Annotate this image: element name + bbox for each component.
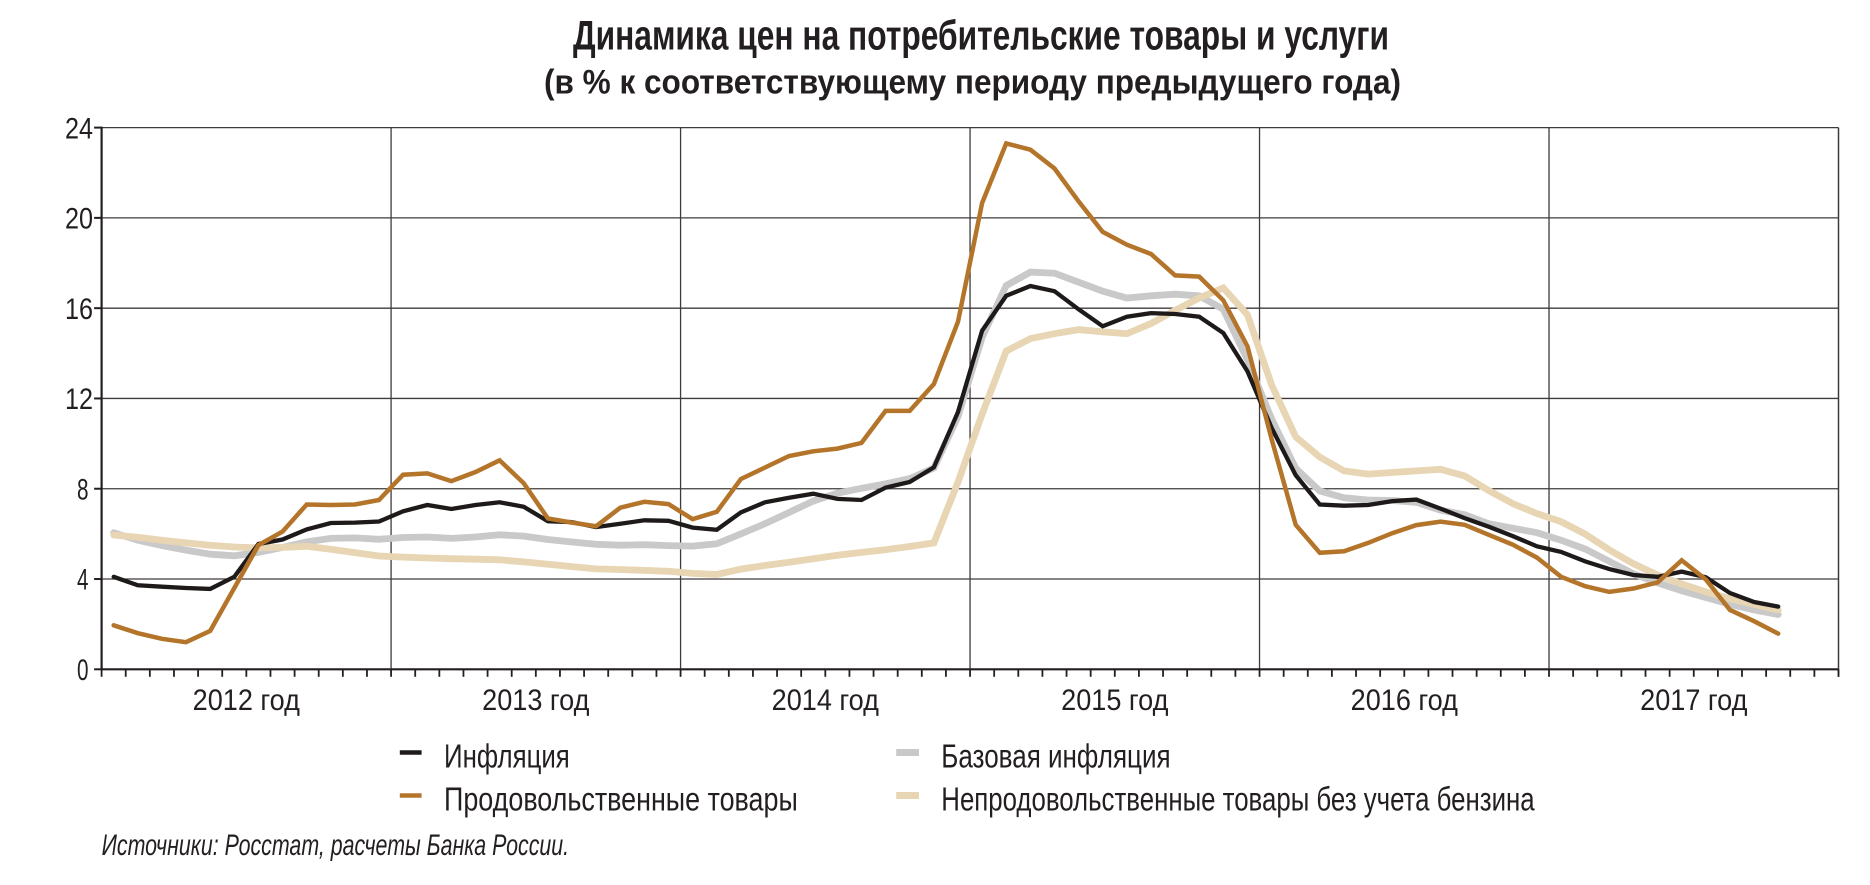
svg-text:Инфляция: Инфляция — [444, 738, 570, 775]
svg-text:16: 16 — [65, 293, 93, 326]
svg-text:2014 год: 2014 год — [772, 684, 879, 717]
svg-text:0: 0 — [77, 654, 89, 687]
svg-text:Продовольственные товары: Продовольственные товары — [444, 781, 798, 818]
svg-text:Непродовольственные товары без: Непродовольственные товары без учета бен… — [941, 781, 1535, 818]
svg-text:20: 20 — [65, 203, 93, 236]
svg-text:2013 год: 2013 год — [482, 684, 589, 717]
svg-text:8: 8 — [77, 473, 89, 506]
svg-text:(в % к соответствующему период: (в % к соответствующему периоду предыдущ… — [544, 64, 1401, 102]
svg-text:Динамика цен на потребительски: Динамика цен на потребительские товары и… — [573, 12, 1389, 59]
svg-text:2016 год: 2016 год — [1351, 684, 1458, 717]
svg-text:12: 12 — [65, 383, 93, 416]
svg-text:2012 год: 2012 год — [193, 684, 300, 717]
svg-text:Источники: Росстат, расчеты Ба: Источники: Росстат, расчеты Банка России… — [102, 829, 569, 862]
svg-text:Базовая инфляция: Базовая инфляция — [941, 738, 1170, 775]
svg-text:2017 год: 2017 год — [1640, 684, 1747, 717]
svg-text:24: 24 — [65, 112, 93, 145]
svg-text:4: 4 — [77, 564, 89, 597]
svg-text:2015 год: 2015 год — [1061, 684, 1168, 717]
